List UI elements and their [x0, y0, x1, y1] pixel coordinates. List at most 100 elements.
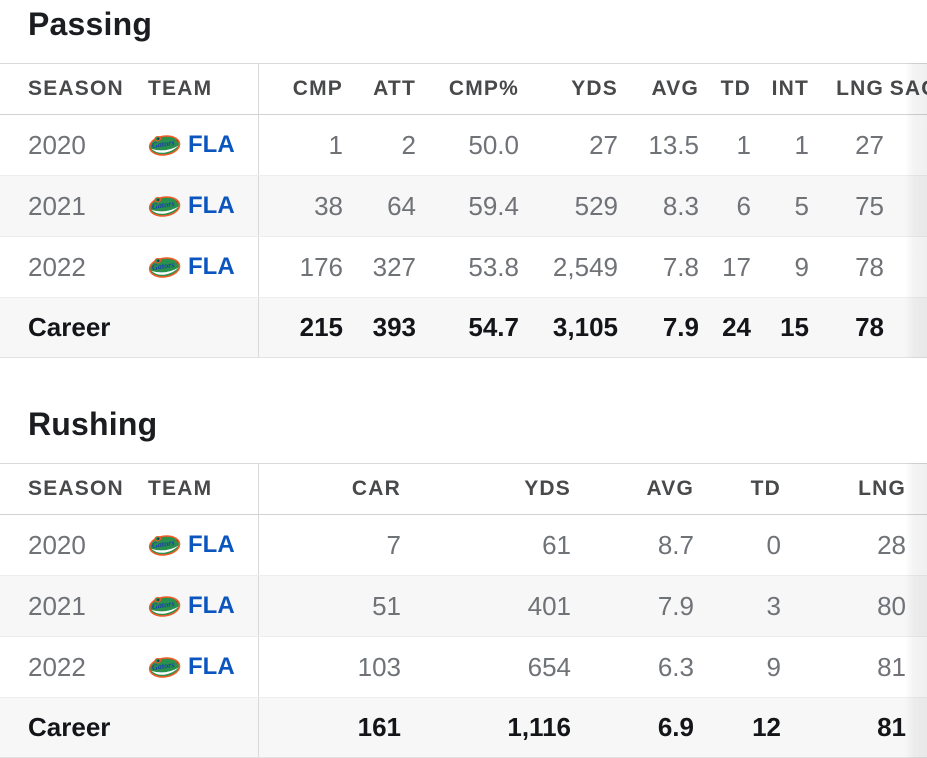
team-link[interactable]: FLA: [148, 531, 235, 559]
gators-logo-icon: [148, 655, 181, 679]
rushing-title: Rushing: [28, 406, 158, 442]
team-link[interactable]: FLA: [148, 192, 235, 220]
stat-cell: 103: [357, 651, 401, 682]
team-abbr: FLA: [188, 253, 235, 280]
season-cell: 2021: [28, 590, 86, 621]
gators-logo-icon: [148, 255, 181, 279]
career-stat-cell: 6.9: [657, 712, 694, 742]
col-header-lng: LNG: [858, 477, 906, 500]
stat-cell: 13.5: [648, 129, 699, 160]
stat-cell: 1: [736, 129, 751, 160]
stat-cell: 59.4: [468, 190, 519, 221]
rushing-section: Rushing SEASON TEAM CAR YDS AVG TD LNG 2…: [0, 406, 927, 758]
table-row: 2021 FLA 38 64 59.4 529 8.3 6 5 75: [0, 176, 927, 237]
col-header-team: TEAM: [148, 477, 213, 500]
team-abbr: FLA: [188, 131, 235, 158]
career-stat-cell: 1,116: [507, 712, 571, 742]
stat-cell: 50.0: [468, 129, 519, 160]
stat-cell: 7.8: [662, 251, 699, 282]
career-stat-cell: 215: [299, 312, 343, 342]
season-cell: 2021: [28, 190, 86, 221]
career-stat-cell: 78: [855, 312, 884, 342]
stat-cell: 8.7: [657, 529, 694, 560]
team-abbr: FLA: [188, 592, 235, 619]
career-stat-cell: 161: [357, 712, 401, 742]
stat-cell: 9: [794, 251, 809, 282]
stat-cell: 529: [574, 190, 618, 221]
team-link[interactable]: FLA: [148, 253, 235, 281]
career-label: Career: [28, 712, 111, 742]
col-header-lng: LNG: [836, 77, 884, 100]
stat-cell: 654: [527, 651, 571, 682]
stat-cell: 2,549: [552, 251, 618, 282]
stat-cell: 27: [855, 129, 884, 160]
stat-cell: 75: [855, 190, 884, 221]
stat-cell: 17: [722, 251, 751, 282]
season-cell: 2020: [28, 529, 86, 560]
col-header-cmp-pct: CMP%: [448, 77, 519, 100]
stat-cell: 5: [794, 190, 809, 221]
career-stat-cell: 54.7: [468, 312, 519, 342]
stat-cell: 64: [387, 190, 416, 221]
stat-cell: 7: [386, 529, 401, 560]
col-header-season: SEASON: [28, 477, 124, 500]
team-abbr: FLA: [188, 192, 235, 219]
team-link[interactable]: FLA: [148, 653, 235, 681]
stat-cell: 6: [736, 190, 751, 221]
stat-cell: 61: [542, 529, 571, 560]
table-row: 2021 FLA 51 401 7.9 3 80: [0, 576, 927, 637]
rushing-stats-table[interactable]: SEASON TEAM CAR YDS AVG TD LNG 2020 FLA …: [0, 463, 927, 758]
gators-logo-icon: [148, 133, 181, 157]
team-abbr: FLA: [188, 653, 235, 680]
table-row: 2020 FLA 7 61 8.7 0 28: [0, 515, 927, 576]
career-stat-cell: 81: [877, 712, 906, 742]
stat-cell: 53.8: [468, 251, 519, 282]
gators-logo-icon: [148, 533, 181, 557]
career-stat-cell: 393: [372, 312, 416, 342]
career-stat-cell: 7.9: [662, 312, 699, 342]
career-row: Career 215 393 54.7 3,105 7.9 24 15 78: [0, 298, 927, 358]
col-header-team: TEAM: [148, 77, 213, 100]
col-header-yds: YDS: [524, 477, 571, 500]
passing-title: Passing: [28, 6, 153, 42]
career-stat-cell: 12: [752, 712, 781, 742]
team-abbr: FLA: [188, 531, 235, 558]
stat-cell: 27: [589, 129, 618, 160]
team-link[interactable]: FLA: [148, 592, 235, 620]
career-stat-cell: 3,105: [552, 312, 618, 342]
col-header-int: INT: [771, 77, 809, 100]
stat-cell: 2: [401, 129, 416, 160]
stat-cell: 8.3: [662, 190, 699, 221]
team-link[interactable]: FLA: [148, 131, 235, 159]
stat-cell: 6.3: [657, 651, 694, 682]
stat-cell: 28: [877, 529, 906, 560]
rushing-header-row: SEASON TEAM CAR YDS AVG TD LNG: [0, 463, 927, 515]
career-stat-cell: 24: [722, 312, 751, 342]
col-header-yds: YDS: [571, 77, 618, 100]
career-stat-cell: 15: [780, 312, 809, 342]
col-header-avg: AVG: [646, 477, 694, 500]
season-cell: 2020: [28, 129, 86, 160]
passing-section: Passing SEASON TEAM CMP ATT CMP% YDS AVG…: [0, 6, 927, 358]
passing-stats-table[interactable]: SEASON TEAM CMP ATT CMP% YDS AVG TD INT …: [0, 63, 927, 358]
table-row: 2022 FLA 176 327 53.8 2,549 7.8 17 9 78: [0, 237, 927, 298]
col-header-td: TD: [720, 77, 751, 100]
stat-cell: 3: [766, 590, 781, 621]
stat-cell: 51: [372, 590, 401, 621]
col-header-cmp: CMP: [292, 77, 343, 100]
season-cell: 2022: [28, 251, 86, 282]
stat-cell: 401: [527, 590, 571, 621]
stat-cell: 176: [299, 251, 343, 282]
table-row: 2020 FLA 1 2 50.0 27 13.5 1 1 27: [0, 115, 927, 176]
col-header-sack: SACK: [889, 77, 927, 100]
col-header-att: ATT: [373, 77, 416, 100]
stat-cell: 1: [794, 129, 809, 160]
stat-cell: 1: [328, 129, 343, 160]
stat-cell: 78: [855, 251, 884, 282]
gators-logo-icon: [148, 194, 181, 218]
col-header-td: TD: [750, 477, 781, 500]
col-header-season: SEASON: [28, 77, 124, 100]
career-row: Career 161 1,116 6.9 12 81: [0, 698, 927, 758]
stat-cell: 327: [372, 251, 416, 282]
stat-cell: 7.9: [657, 590, 694, 621]
